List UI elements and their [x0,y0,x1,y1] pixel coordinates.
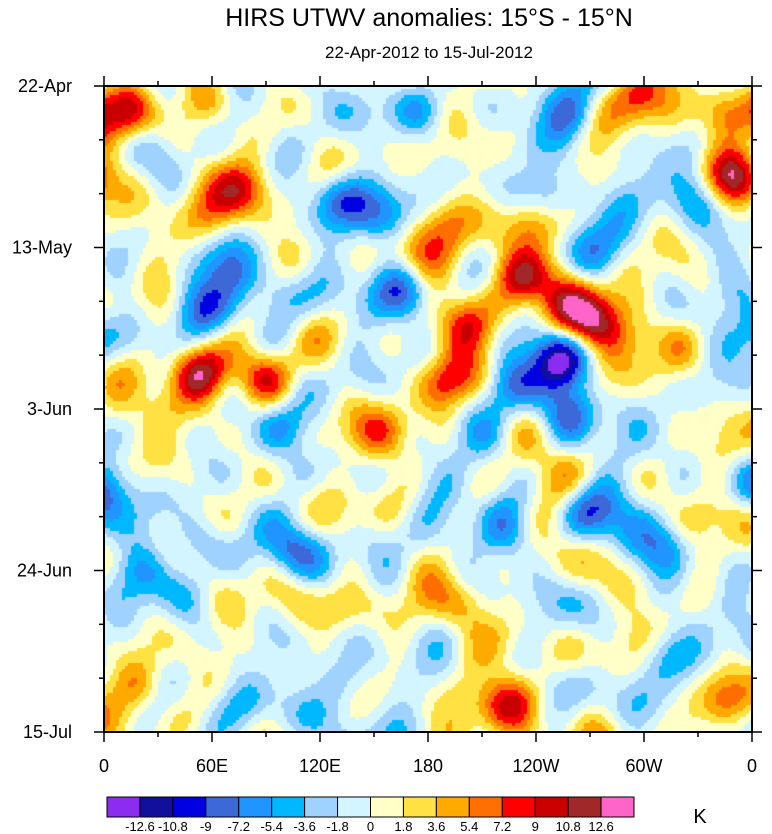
colorbar-swatch [435,796,470,818]
colorbar [106,796,635,818]
colorbar-swatch [567,796,602,818]
colorbar-swatch [600,796,635,818]
x-tick-label: 120E [299,756,341,776]
colorbar-swatch [172,796,207,818]
x-tick-label: 0 [747,756,757,776]
y-tick-label: 22-Apr [18,76,72,96]
x-tick-label: 60E [196,756,228,776]
colorbar-swatch [238,796,273,818]
colorbar-labels: -12.6 -10.8 -9 -7.2 -5.4 -3.6 -1.8 0 1.8 3.6 5.4 7.… [125,819,614,834]
colorbar-swatch [534,796,569,818]
colorbar-swatch [468,796,503,818]
colorbar-swatch [106,796,141,818]
y-tick-label: 3-Jun [27,399,72,419]
y-tick-label: 24-Jun [17,561,72,581]
colorbar-level-label: 12.6 [588,819,613,834]
x-axis-labels: 0 60E 120E 180 120W 60W 0 [99,756,757,776]
colorbar-level-label: -3.6 [293,819,315,834]
colorbar-level-label: 3.6 [427,819,445,834]
y-tick-label: 15-Jul [23,722,72,742]
colorbar-units: K [693,806,707,828]
colorbar-swatch [205,796,240,818]
y-tick-label: 13-May [12,238,72,258]
colorbar-level-label: 9 [532,819,539,834]
colorbar-level-label: 1.8 [394,819,412,834]
colorbar-swatch [337,796,371,818]
colorbar-level-label: 5.4 [460,819,478,834]
plot-area [104,86,752,732]
x-tick-label: 60W [625,756,662,776]
colorbar-level-label: 10.8 [555,819,580,834]
colorbar-level-label: -10.8 [158,819,188,834]
colorbar-level-label: -7.2 [228,819,250,834]
colorbar-level-label: -9 [200,819,212,834]
x-tick-label: 180 [413,756,443,776]
chart-title: HIRS UTWV anomalies: 15°S - 15°N [225,4,633,32]
colorbar-swatch [370,796,404,818]
x-tick-label: 0 [99,756,109,776]
colorbar-level-label: 0 [367,819,374,834]
colorbar-level-label: -12.6 [125,819,155,834]
colorbar-level-label: -5.4 [260,819,282,834]
chart-subtitle: 22-Apr-2012 to 15-Jul-2012 [325,43,533,62]
colorbar-swatch [271,796,306,818]
y-axis-labels: 22-Apr 13-May 3-Jun 24-Jun 15-Jul [12,76,72,742]
colorbar-swatch [501,796,536,818]
x-tick-label: 120W [512,756,559,776]
colorbar-level-label: 7.2 [493,819,511,834]
colorbar-swatch [402,796,437,818]
colorbar-swatch [304,796,339,818]
axis-ticks [94,76,762,742]
colorbar-level-label: -1.8 [326,819,348,834]
colorbar-swatch [139,796,174,818]
anomaly-field [104,86,752,732]
